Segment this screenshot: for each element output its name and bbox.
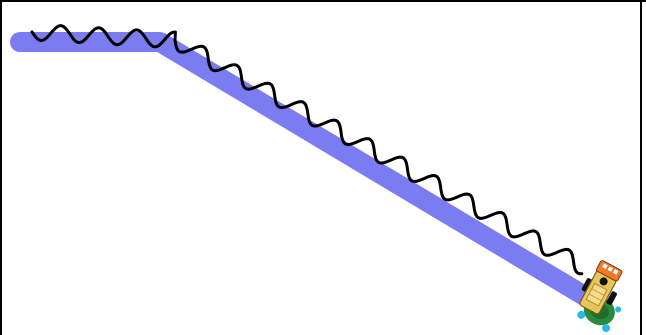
robot-accent-right bbox=[602, 323, 611, 332]
robot-wheel-left bbox=[581, 278, 593, 292]
target-path bbox=[10, 32, 608, 314]
robot-hub bbox=[599, 277, 608, 286]
frame-right-border bbox=[640, 0, 642, 335]
frame-left-border bbox=[0, 0, 2, 335]
robot-accent-left bbox=[577, 310, 586, 319]
robot-wheel-right bbox=[606, 291, 617, 306]
frame-top-border bbox=[0, 0, 646, 2]
robot-trail bbox=[30, 24, 584, 276]
line-follower-robot-icon bbox=[577, 260, 623, 332]
